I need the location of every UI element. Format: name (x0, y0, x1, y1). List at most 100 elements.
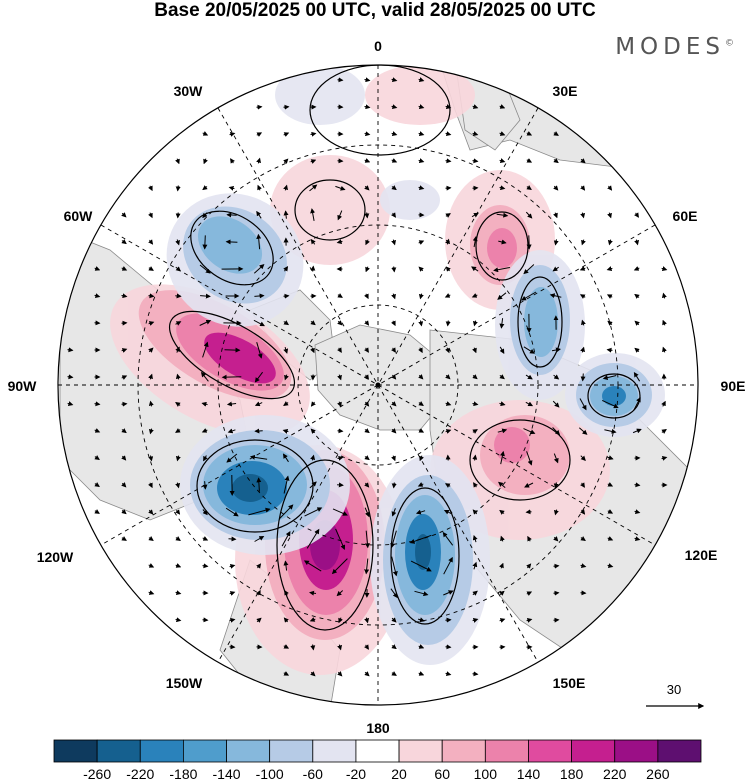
wind-vector (310, 454, 316, 461)
wind-vector (227, 428, 236, 434)
wind-vector (202, 235, 208, 250)
wind-vector (175, 239, 180, 246)
contour-layer (168, 65, 641, 631)
wind-vector (472, 671, 479, 677)
wind-vector (525, 401, 534, 407)
wind-vector (606, 294, 613, 299)
wind-vector (226, 453, 238, 463)
anomaly-negative (232, 474, 268, 502)
wind-vector (67, 347, 74, 353)
wind-vector (553, 239, 559, 246)
wind-vector (202, 509, 208, 516)
wind-vector (499, 618, 506, 623)
anomaly-positive (487, 228, 517, 268)
wind-vector (472, 429, 478, 434)
wind-vector (499, 509, 505, 515)
wind-vector (364, 558, 370, 575)
wind-vector (472, 561, 478, 570)
reference-vector: 30 (646, 682, 705, 709)
wind-vector (331, 558, 348, 575)
wind-vector (471, 266, 479, 272)
wind-vector (225, 507, 239, 517)
wind-vector (202, 131, 209, 136)
wind-vector (445, 158, 452, 164)
wind-vector (202, 185, 208, 191)
wind-vector (553, 563, 560, 569)
wind-vector (418, 158, 425, 163)
wind-vector (310, 644, 316, 651)
wind-vector (364, 185, 370, 191)
wind-vector (580, 563, 587, 569)
wind-vector (202, 563, 209, 569)
wind-vector (445, 644, 452, 650)
wind-vector (336, 590, 344, 597)
map-border (57, 64, 699, 706)
wind-vector (148, 293, 155, 299)
wind-vector (202, 212, 208, 219)
wind-vector (148, 185, 153, 192)
wind-vector (203, 158, 208, 165)
wind-vector (634, 482, 641, 488)
meridian-line (217, 107, 539, 663)
wind-vector (391, 212, 396, 218)
wind-vector (121, 266, 128, 271)
wind-vector (662, 346, 667, 353)
wind-vector (229, 563, 236, 569)
colorbar-tick-label: -180 (169, 766, 197, 782)
wind-vector (472, 401, 479, 407)
wind-vector (364, 104, 371, 110)
wind-vector (418, 240, 425, 245)
colorbar-tick-label: -100 (256, 766, 284, 782)
wind-vector (94, 455, 100, 460)
wind-vector (391, 158, 398, 163)
anomaly-negative (380, 180, 440, 220)
wind-vector (225, 239, 238, 245)
wind-vector (310, 347, 315, 354)
wind-vector (175, 482, 181, 489)
wind-vector (634, 212, 639, 218)
wind-vector (256, 132, 263, 137)
wind-vector (553, 374, 560, 380)
wind-vector (253, 264, 265, 274)
wind-vector (148, 400, 154, 407)
wind-vector (580, 346, 585, 353)
wind-vector (443, 509, 452, 515)
wind-vector (391, 455, 396, 462)
wind-vector (553, 482, 559, 489)
label-0: 0 (374, 38, 382, 54)
colorbar-tick-label: -220 (126, 766, 154, 782)
wind-vector (472, 320, 478, 327)
wind-vector (283, 104, 290, 110)
wind-vector (304, 507, 323, 517)
label-60e: 60E (673, 208, 698, 224)
wind-vector (391, 401, 397, 407)
label-150w: 150W (166, 675, 203, 691)
wind-vector (606, 347, 613, 353)
wind-vector (445, 429, 452, 434)
wind-vector (607, 455, 614, 461)
wind-vector (498, 239, 507, 245)
wind-vector (527, 535, 532, 542)
wind-vector (283, 617, 289, 623)
anomaly-negative (197, 216, 263, 274)
colorbar-swatch (312, 739, 357, 763)
wind-vector (338, 617, 343, 624)
wind-vector (526, 185, 532, 190)
contour-line (390, 487, 460, 625)
wind-vector (578, 427, 588, 435)
wind-vector (409, 534, 432, 544)
anomaly-negative (524, 287, 558, 357)
wind-vector (499, 185, 506, 191)
wind-vector (121, 509, 127, 515)
wind-vector (499, 318, 505, 329)
wind-vector (199, 319, 212, 326)
reference-vector-label: 30 (667, 682, 681, 697)
wind-vector (661, 400, 666, 407)
wind-vector (391, 428, 397, 434)
wind-vector (442, 531, 454, 546)
colorbar (53, 739, 702, 763)
anomaly-layer (110, 65, 665, 675)
contour-line (309, 65, 451, 156)
wind-vector (148, 428, 154, 435)
wind-vector (526, 591, 533, 596)
